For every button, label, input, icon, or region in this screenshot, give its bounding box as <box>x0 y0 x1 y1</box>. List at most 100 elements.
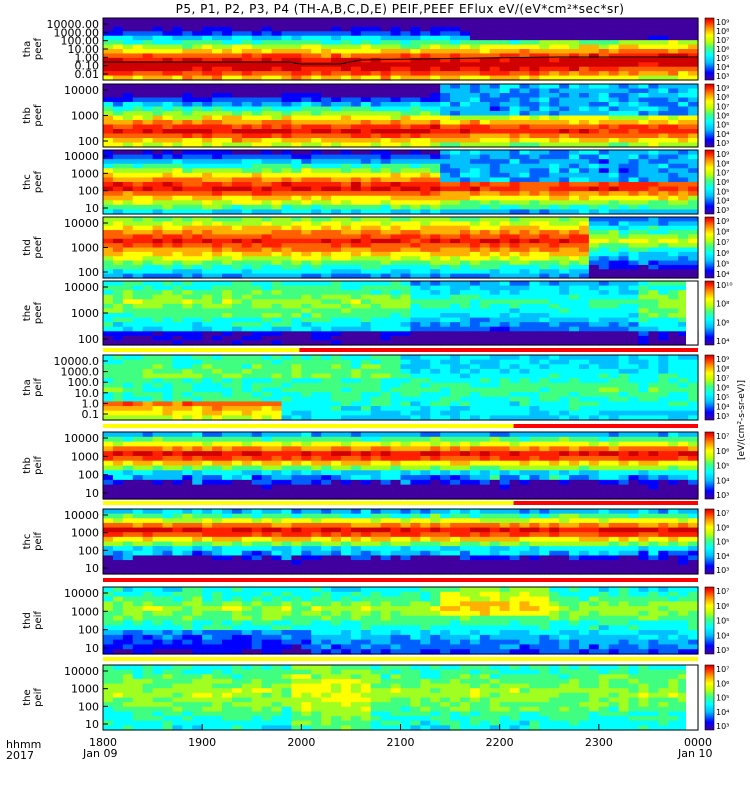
heatmap-cell <box>559 294 570 300</box>
heatmap-cell <box>529 129 540 135</box>
heatmap-cell <box>410 18 421 24</box>
heatmap-cell <box>638 322 650 328</box>
heatmap-cell <box>182 387 193 393</box>
heatmap-cell <box>658 326 669 332</box>
heatmap-cell <box>410 88 421 94</box>
heatmap-cell <box>668 225 679 231</box>
heatmap-cell <box>331 102 342 108</box>
heatmap-cell <box>430 221 441 227</box>
heatmap-cell <box>331 120 342 126</box>
heatmap-cell <box>489 382 501 389</box>
heatmap-cell <box>668 331 679 337</box>
heatmap-cell <box>350 97 362 103</box>
heatmap-cell <box>321 326 332 332</box>
heatmap-cell <box>618 133 630 139</box>
heatmap-cell <box>400 294 412 300</box>
heatmap-cell <box>678 124 689 130</box>
heatmap-cell <box>241 373 253 379</box>
heatmap-cell <box>648 264 659 270</box>
heatmap-cell <box>321 40 332 46</box>
heatmap-cell <box>122 230 134 236</box>
heatmap-cell <box>499 410 511 416</box>
heatmap-cell <box>370 182 382 188</box>
heatmap-cell <box>549 322 560 328</box>
heatmap-cell <box>172 401 183 407</box>
heatmap-cell <box>321 111 332 117</box>
heatmap-cell <box>569 18 580 24</box>
heatmap-cell <box>182 142 193 148</box>
heatmap-cell <box>321 355 332 361</box>
heatmap-cell <box>142 401 154 407</box>
heatmap-cell <box>509 217 521 222</box>
heatmap-cell <box>638 281 650 287</box>
heatmap-cell <box>331 53 342 59</box>
heatmap-cell <box>390 154 402 160</box>
heatmap-cell <box>499 200 511 206</box>
heatmap-cell <box>291 322 302 328</box>
heatmap-cell <box>430 335 441 342</box>
heatmap-cell <box>360 159 372 165</box>
heatmap-cell <box>579 150 590 156</box>
heatmap-cell <box>251 150 263 156</box>
heatmap-cell <box>261 111 273 117</box>
heatmap-cell <box>291 172 302 179</box>
heatmap-cell <box>212 225 223 231</box>
heatmap-cell <box>519 299 531 305</box>
y-tick-label: 10000 <box>64 84 99 97</box>
heatmap-cell <box>678 238 689 244</box>
heatmap-cell <box>440 359 451 365</box>
heatmap-cell <box>370 331 382 337</box>
heatmap-cell <box>499 31 511 37</box>
heatmap-cell <box>658 168 669 174</box>
heatmap-cell <box>103 217 114 222</box>
heatmap-cell <box>410 260 421 266</box>
heatmap-cell <box>479 22 491 28</box>
heatmap-cell <box>380 22 392 28</box>
heatmap-cell <box>549 154 560 160</box>
heatmap-cell <box>212 49 223 55</box>
heatmap-cell <box>588 66 600 72</box>
heatmap-cell <box>231 163 243 169</box>
heatmap-cell <box>420 355 431 361</box>
heatmap-cell <box>420 392 431 398</box>
heatmap-cell <box>281 396 293 403</box>
heatmap-cell <box>469 84 481 90</box>
heatmap-cell <box>469 378 481 384</box>
heatmap-cell <box>489 163 501 169</box>
heatmap-cell <box>628 269 640 275</box>
heatmap-cell <box>460 44 471 50</box>
heatmap-cell <box>559 378 570 384</box>
heatmap-cell <box>489 115 501 121</box>
heatmap-cell <box>331 204 342 211</box>
heatmap-cell <box>450 247 461 253</box>
heatmap-cell <box>103 264 114 270</box>
heatmap-cell <box>489 378 501 384</box>
heatmap-cell <box>499 102 511 108</box>
heatmap-cell <box>440 209 451 215</box>
heatmap-cell <box>182 31 193 37</box>
heatmap-cell <box>390 322 402 328</box>
heatmap-cell <box>311 57 322 63</box>
heatmap-cell <box>539 57 550 63</box>
heatmap-cell <box>182 299 193 305</box>
colorbar-tick-label: 10⁵ <box>716 259 729 268</box>
heatmap-cell <box>321 410 332 416</box>
heatmap-cell <box>241 285 253 291</box>
heatmap-cell <box>559 53 570 59</box>
heatmap-cell <box>360 221 372 227</box>
heatmap-cell <box>380 163 392 169</box>
heatmap-cell <box>618 93 630 99</box>
heatmap-cell <box>390 243 402 249</box>
heatmap-cell <box>311 168 322 174</box>
heatmap-cell <box>489 331 501 337</box>
heatmap-cell <box>569 138 580 144</box>
heatmap-cell <box>638 217 650 222</box>
heatmap-cell <box>231 200 243 206</box>
heatmap-cell <box>479 102 491 108</box>
heatmap-cell <box>430 150 441 156</box>
heatmap-cell <box>172 111 183 117</box>
heatmap-cell <box>182 88 193 94</box>
heatmap-cell <box>688 40 699 46</box>
heatmap-cell <box>182 281 193 287</box>
heatmap-cell <box>588 75 600 81</box>
